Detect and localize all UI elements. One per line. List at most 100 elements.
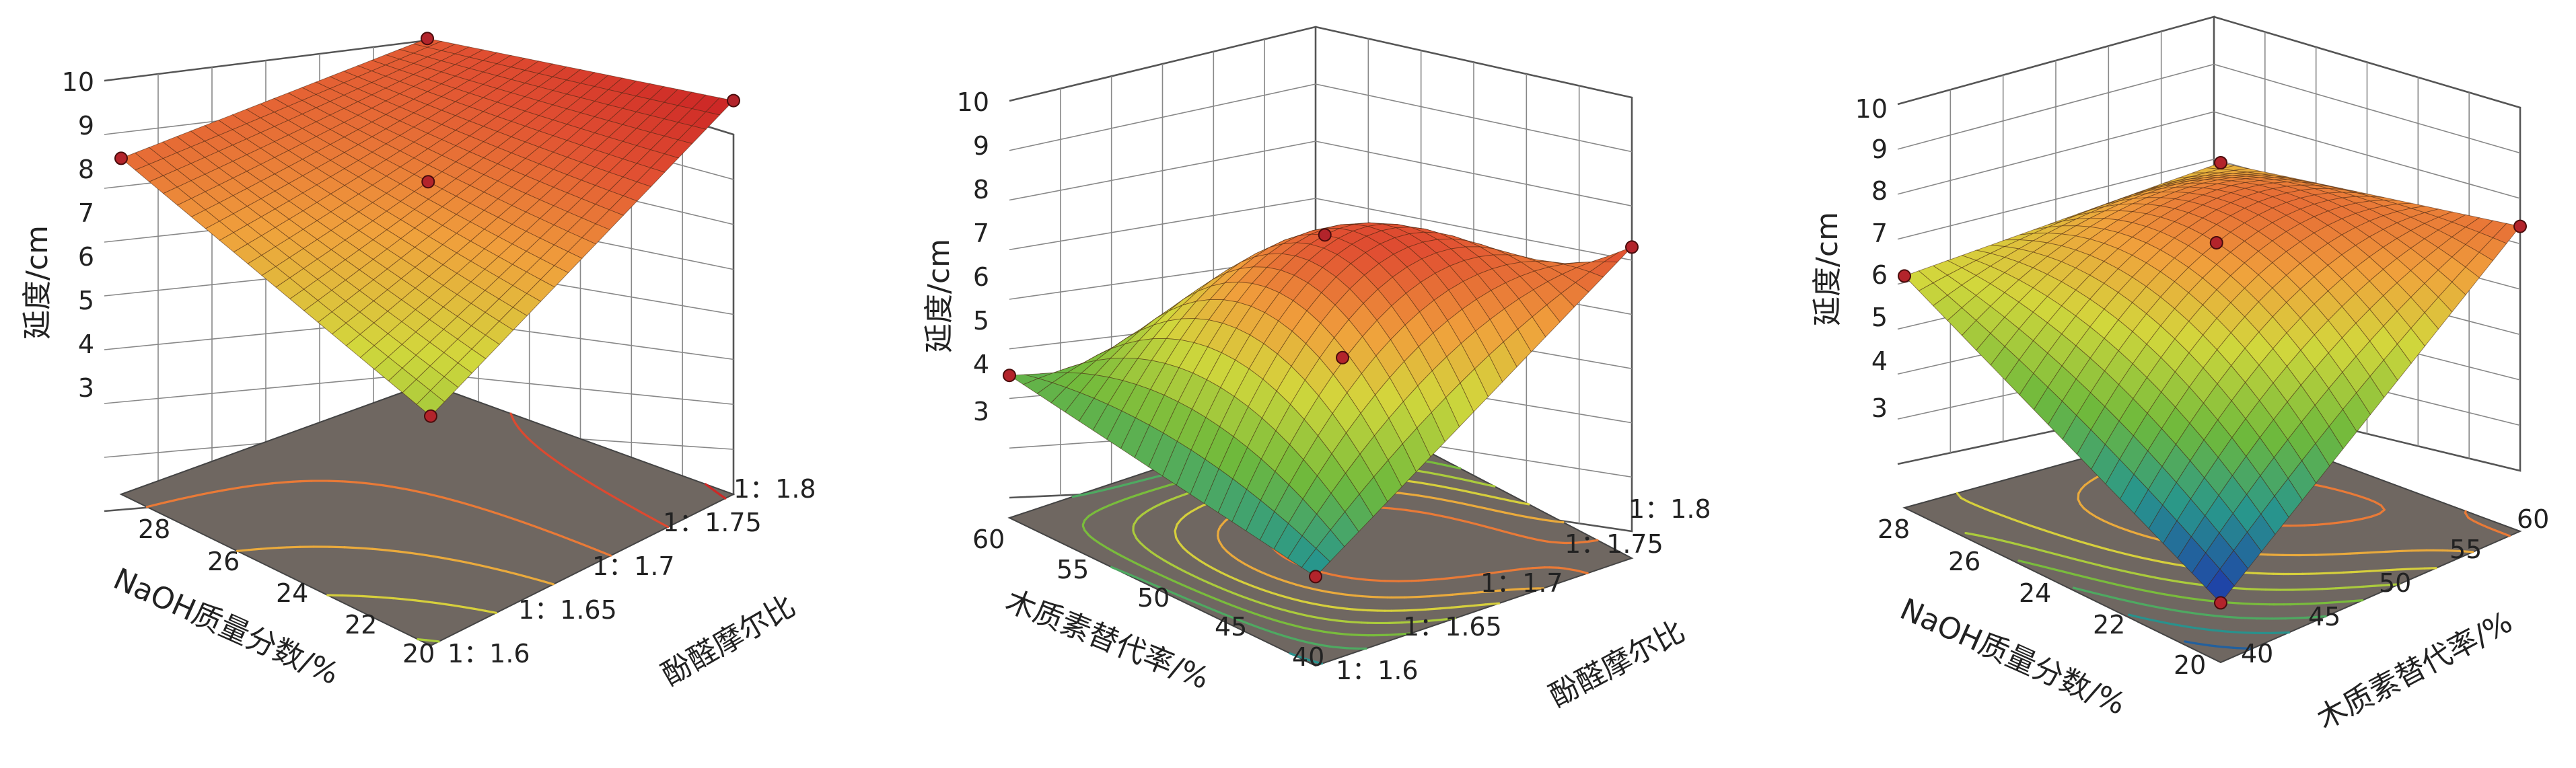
contour-segment [1428, 619, 1438, 622]
contour-segment [1390, 507, 1407, 511]
contour-segment [1169, 563, 1179, 570]
contour-segment [1244, 563, 1254, 570]
contour-segment [1575, 540, 1589, 544]
contour-segment [411, 599, 417, 602]
contour-segment [2072, 586, 2086, 592]
x-tick: 60 [972, 525, 1005, 554]
x-tick: 28 [1877, 514, 1910, 544]
z-tick: 8 [78, 155, 94, 184]
contour-segment [2077, 539, 2089, 545]
y-tick: 1：1.65 [518, 595, 617, 625]
contour-segment [421, 553, 435, 558]
contour-segment [596, 486, 606, 492]
contour-segment [2128, 586, 2140, 590]
x-tick: 20 [402, 639, 435, 668]
y-tick: 40 [2241, 639, 2273, 668]
contour-segment [2312, 484, 2326, 488]
contour-segment [2110, 523, 2120, 529]
contour-segment [1141, 509, 1149, 516]
contour-segment [2288, 617, 2301, 620]
contour-segment [1291, 653, 1303, 659]
contour-segment [478, 506, 491, 512]
contour-segment [1969, 533, 1980, 537]
contour-segment [461, 501, 472, 507]
contour-segment [1215, 610, 1227, 616]
contour-segment [2373, 500, 2383, 507]
contour-segment [1977, 534, 1992, 539]
contour-segment [1415, 608, 1427, 611]
contour-segment [375, 596, 392, 599]
contour-segment [1327, 618, 1338, 622]
contour-segment [1544, 519, 1557, 523]
contour-segment [1207, 607, 1216, 612]
contour-segment [1546, 540, 1552, 543]
contour-segment [2077, 559, 2090, 564]
contour-segment [1206, 594, 1217, 601]
contour-segment [2384, 549, 2399, 553]
contour-segment [2402, 568, 2412, 571]
contour-segment [1311, 615, 1326, 620]
contour-segment [2184, 640, 2197, 645]
y-tick: 55 [2449, 535, 2482, 564]
contour-segment [1215, 598, 1225, 604]
contour-segment [1461, 502, 1475, 507]
contour-segment [1155, 555, 1165, 562]
contour-segment [1232, 617, 1244, 623]
contour-segment [1351, 621, 1363, 624]
contour-segment [1260, 588, 1273, 594]
contour-segment [538, 527, 549, 533]
contour-segment [1250, 611, 1261, 617]
contour-segment [231, 486, 244, 490]
x-tick: 50 [1137, 583, 1170, 613]
contour-segment [2242, 602, 2256, 605]
contour-segment [1507, 499, 1522, 504]
x-tick: 55 [1057, 555, 1089, 584]
contour-segment [1266, 574, 1279, 580]
contour-segment [2106, 581, 2115, 585]
contour-segment [1576, 570, 1589, 575]
contour-segment [1437, 498, 1452, 502]
surface-patch [1301, 547, 1331, 577]
x-tick: 22 [2093, 610, 2125, 640]
contour-segment [2350, 492, 2361, 498]
contour-segment [1525, 515, 1532, 519]
contour-segment [1403, 609, 1418, 612]
contour-segment [492, 511, 499, 515]
contour-segment [1088, 510, 1097, 517]
z-tick: 4 [78, 330, 94, 359]
contour-segment [524, 575, 536, 580]
contour-segment [1484, 602, 1498, 606]
contour-segment [2126, 529, 2139, 535]
contour-segment [252, 483, 266, 487]
contour-segment [2164, 607, 2177, 612]
contour-segment [1176, 493, 1186, 499]
contour-segment [2316, 553, 2332, 556]
contour-segment [1427, 471, 1439, 475]
contour-segment [621, 500, 631, 507]
contour-segment [1991, 537, 2003, 542]
contour-segment [1124, 495, 1135, 500]
design-point [2513, 219, 2527, 233]
contour-segment [586, 545, 597, 551]
contour-segment [1484, 525, 1497, 531]
contour-segment [2248, 588, 2262, 591]
contour-segment [578, 475, 587, 482]
contour-segment [513, 518, 524, 524]
contour-segment [1233, 592, 1244, 598]
contour-segment [433, 494, 443, 499]
contour-segment [439, 602, 453, 607]
contour-segment [2361, 515, 2373, 521]
y-tick: 1：1.6 [1336, 656, 1419, 685]
z-tick: 3 [973, 397, 989, 426]
design-point [114, 151, 128, 165]
z-tick: 10 [62, 67, 94, 97]
contour-segment [505, 515, 516, 521]
contour-segment [2332, 488, 2344, 493]
contour-segment [1369, 578, 1382, 582]
contour-segment [641, 511, 650, 518]
contour-segment [1157, 573, 1168, 579]
contour-segment [1147, 506, 1156, 512]
design-point [1309, 570, 1322, 584]
y-tick: 1：1.6 [448, 639, 530, 668]
contour-segment [1967, 500, 1978, 507]
